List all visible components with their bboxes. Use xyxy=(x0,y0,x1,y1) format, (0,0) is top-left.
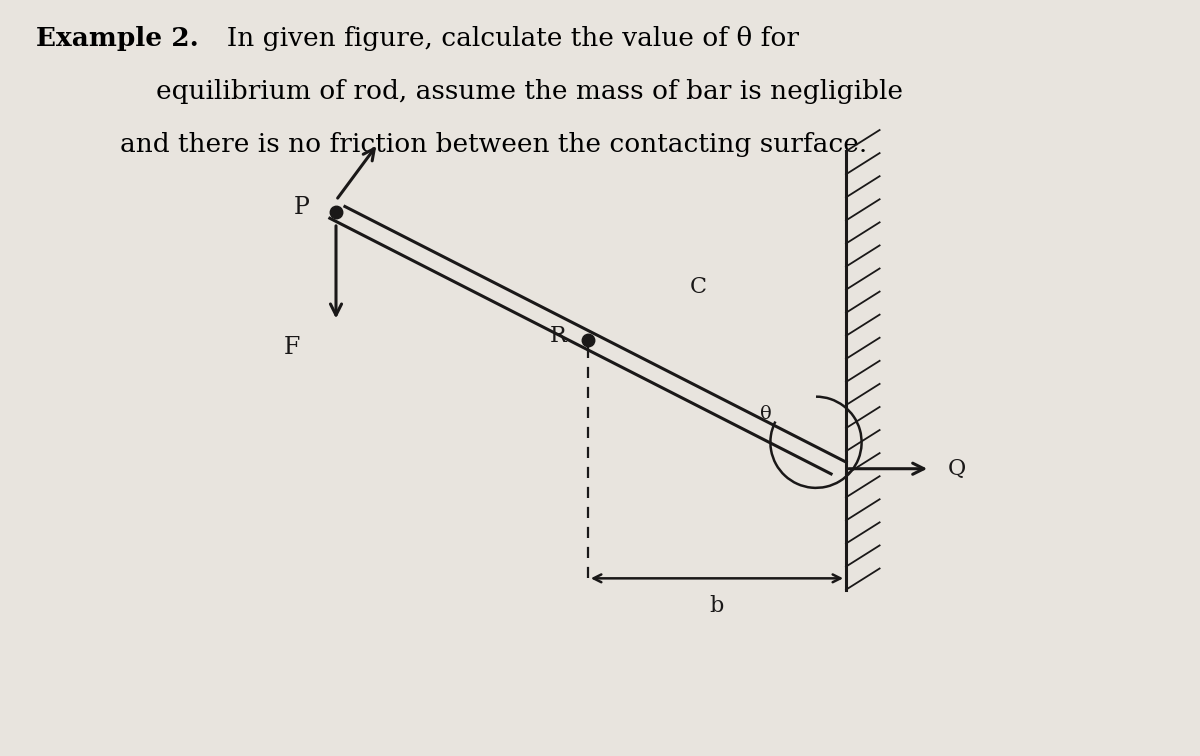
Text: R: R xyxy=(550,325,566,348)
Text: C: C xyxy=(690,276,707,299)
Text: Example 2.: Example 2. xyxy=(36,26,199,51)
Text: Q: Q xyxy=(948,457,966,480)
Text: F: F xyxy=(283,336,300,359)
Text: θ: θ xyxy=(760,404,772,423)
Text: and there is no friction between the contacting surface.: and there is no friction between the con… xyxy=(120,132,868,157)
Text: P: P xyxy=(294,197,310,219)
Text: b: b xyxy=(710,595,724,617)
Text: equilibrium of rod, assume the mass of bar is negligible: equilibrium of rod, assume the mass of b… xyxy=(156,79,904,104)
Text: In given figure, calculate the value of θ for: In given figure, calculate the value of … xyxy=(210,26,799,51)
